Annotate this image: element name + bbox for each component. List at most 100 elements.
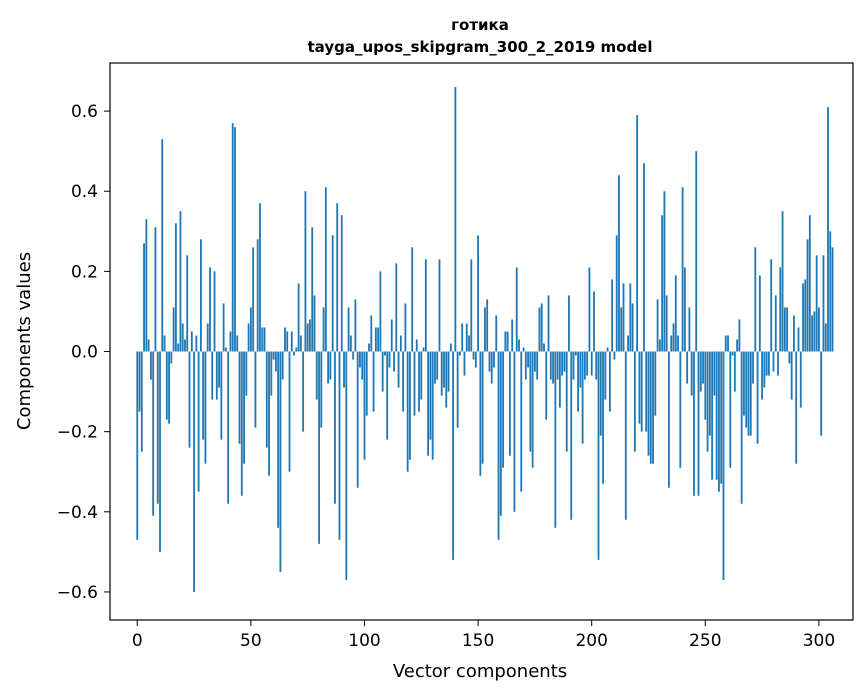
bar bbox=[459, 351, 461, 356]
plot-frame bbox=[109, 62, 854, 621]
bar bbox=[704, 351, 707, 420]
bar bbox=[422, 347, 425, 352]
bar bbox=[454, 87, 457, 352]
bar bbox=[718, 351, 720, 492]
chart-title-line2: tayga_upos_skipgram_300_2_2019 model bbox=[308, 38, 653, 56]
bar bbox=[213, 271, 216, 352]
bar bbox=[463, 351, 466, 376]
bar bbox=[372, 351, 375, 412]
bar bbox=[302, 351, 305, 432]
bar bbox=[658, 339, 661, 352]
bar bbox=[272, 351, 275, 360]
bar bbox=[427, 351, 430, 456]
bar bbox=[808, 215, 811, 352]
bar bbox=[688, 307, 691, 352]
bar bbox=[199, 239, 202, 352]
bar bbox=[790, 351, 793, 400]
bar bbox=[736, 339, 739, 352]
bar bbox=[236, 335, 239, 352]
bar bbox=[290, 331, 293, 352]
bar bbox=[661, 215, 664, 352]
bar bbox=[615, 235, 618, 352]
bar bbox=[606, 347, 609, 352]
bar bbox=[638, 351, 641, 424]
bar bbox=[370, 315, 373, 352]
bar bbox=[724, 335, 727, 352]
bar bbox=[668, 351, 670, 488]
bar bbox=[670, 335, 673, 352]
bar bbox=[763, 351, 766, 388]
bar bbox=[388, 351, 391, 368]
bar bbox=[672, 323, 675, 352]
bar bbox=[740, 351, 743, 504]
bar bbox=[215, 351, 218, 400]
x-tick-label: 0 bbox=[132, 631, 143, 651]
bar bbox=[138, 351, 141, 412]
bar bbox=[772, 351, 775, 372]
bar bbox=[265, 351, 268, 448]
bar bbox=[806, 239, 809, 352]
bar bbox=[234, 127, 236, 352]
bar bbox=[193, 351, 195, 592]
bar bbox=[397, 351, 400, 388]
bar bbox=[697, 351, 700, 496]
x-tick-label: 150 bbox=[462, 631, 494, 651]
bar bbox=[504, 331, 507, 352]
bar bbox=[554, 351, 557, 528]
bar bbox=[477, 235, 479, 352]
bar bbox=[624, 351, 627, 520]
bar bbox=[520, 351, 523, 492]
bar bbox=[579, 351, 582, 388]
bar bbox=[547, 295, 550, 352]
bar bbox=[161, 139, 164, 352]
bar bbox=[536, 351, 539, 380]
bar bbox=[393, 351, 395, 372]
bar bbox=[268, 351, 270, 476]
bar bbox=[359, 351, 361, 368]
bar bbox=[586, 351, 589, 376]
bar bbox=[593, 291, 595, 352]
bar bbox=[322, 307, 325, 352]
bar bbox=[270, 351, 273, 396]
bar bbox=[143, 243, 145, 352]
bar bbox=[345, 351, 348, 580]
bar bbox=[365, 351, 368, 416]
bar bbox=[338, 351, 341, 540]
bar bbox=[324, 187, 327, 352]
bar bbox=[777, 351, 779, 376]
bar bbox=[299, 335, 302, 352]
bar bbox=[218, 351, 220, 388]
bar bbox=[399, 335, 402, 352]
bar bbox=[440, 351, 443, 396]
bar bbox=[743, 351, 745, 416]
bar bbox=[690, 351, 693, 396]
bar bbox=[683, 267, 686, 352]
bar bbox=[413, 351, 416, 416]
x-axis-label: Vector components bbox=[393, 661, 567, 682]
bar bbox=[286, 331, 289, 352]
bar bbox=[288, 351, 291, 472]
bar bbox=[731, 351, 734, 356]
bar bbox=[406, 351, 409, 472]
bar bbox=[281, 351, 284, 380]
bar bbox=[231, 123, 234, 352]
bar bbox=[761, 351, 764, 400]
bar bbox=[738, 319, 741, 352]
bar bbox=[563, 351, 566, 372]
bar bbox=[249, 307, 252, 352]
bar bbox=[438, 259, 441, 352]
x-tick-label: 50 bbox=[240, 631, 262, 651]
bar bbox=[486, 299, 489, 352]
bar bbox=[202, 351, 205, 440]
bar bbox=[424, 259, 427, 352]
bar bbox=[765, 351, 768, 376]
bar bbox=[581, 351, 584, 444]
bar bbox=[390, 319, 393, 352]
bar bbox=[758, 275, 761, 352]
bar bbox=[824, 323, 827, 352]
bar bbox=[604, 351, 607, 400]
bar bbox=[443, 351, 445, 388]
bar bbox=[831, 247, 834, 352]
bar bbox=[602, 351, 604, 484]
bar bbox=[583, 351, 586, 380]
